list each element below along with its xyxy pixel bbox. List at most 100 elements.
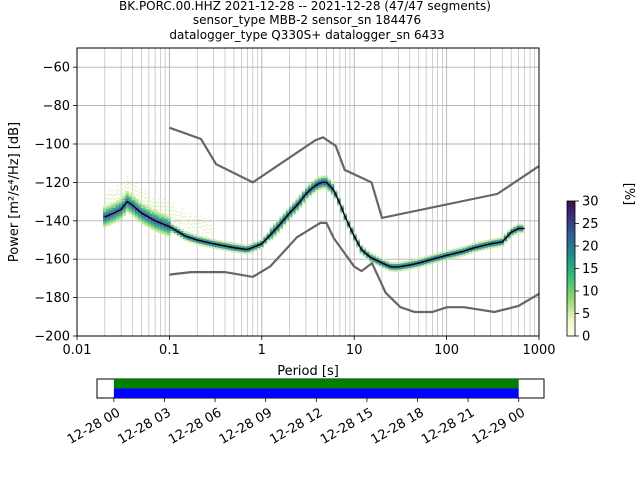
psd-density-cell <box>423 263 428 266</box>
psd-density-cell <box>154 216 158 219</box>
psd-density-cell <box>157 213 162 216</box>
psd-density-cell <box>202 242 207 245</box>
psd-density-cell <box>168 220 171 222</box>
psd-density-cell <box>138 199 141 201</box>
psd-density-cell <box>192 240 197 243</box>
psd-density-cell <box>340 210 344 213</box>
psd-density-cell <box>244 244 248 247</box>
psd-density-cell <box>507 231 511 234</box>
psd-density-cell <box>144 218 149 221</box>
psd-density-cell <box>212 231 215 233</box>
psd-density-cell <box>128 197 133 200</box>
psd-density-cell <box>153 195 156 197</box>
psd-density-cell <box>103 199 106 201</box>
psd-density-cell <box>129 180 132 182</box>
psd-density-cell <box>129 188 132 190</box>
psd-density-cell <box>167 217 171 220</box>
psd-density-cell <box>292 209 296 212</box>
psd-density-cell <box>137 197 140 200</box>
psd-density-cell <box>503 235 508 238</box>
psd-density-cell <box>481 248 486 251</box>
psd-density-cell <box>144 216 149 219</box>
psd-density-cell <box>330 182 335 185</box>
date-tick-label: 12-28 21 <box>419 405 477 447</box>
psd-density-cell <box>497 237 502 240</box>
psd-density-cell <box>276 227 280 230</box>
psd-density-cell <box>417 258 421 261</box>
psd-density-cell <box>404 268 409 271</box>
psd-density-cell <box>212 224 215 226</box>
psd-density-cell <box>163 220 168 223</box>
psd-density-cell <box>333 197 338 200</box>
psd-density-cell <box>208 240 213 243</box>
psd-density-cell <box>439 259 444 262</box>
psd-density-cell <box>321 185 325 188</box>
psd-density-cell <box>181 220 184 222</box>
psd-density-cell <box>250 242 255 245</box>
psd-density-cell <box>183 215 186 217</box>
psd-density-cell <box>137 194 140 196</box>
psd-density-cell <box>228 243 232 246</box>
psd-density-cell <box>282 222 287 225</box>
psd-density-cell <box>133 196 136 198</box>
psd-density-cell <box>218 240 223 243</box>
psd-density-cell <box>155 201 158 203</box>
date-tick-label: 12-28 00 <box>65 405 123 447</box>
mode-line <box>104 181 525 268</box>
psd-density-cell <box>141 215 146 218</box>
psd-density-cell <box>160 224 165 227</box>
psd-density-cell <box>289 205 293 208</box>
psd-density-cell <box>131 195 136 198</box>
psd-density-cell <box>112 213 117 216</box>
psd-density-cell <box>330 185 335 188</box>
psd-density-cell <box>256 240 261 243</box>
psd-density-cell <box>122 188 125 190</box>
psd-density-cell <box>109 215 114 218</box>
psd-density-cell <box>333 191 338 194</box>
psd-density-cell <box>337 202 341 205</box>
x-tick-label: 1 <box>258 343 266 358</box>
psd-density-cell <box>372 256 376 259</box>
date-tick-label: 12-28 06 <box>166 405 224 447</box>
psd-density-cell <box>174 217 177 219</box>
psd-density-cell <box>151 210 155 213</box>
psd-density-cell <box>250 244 255 247</box>
psd-density-cell <box>458 249 463 252</box>
psd-density-cell <box>131 214 136 217</box>
date-tick-label: 12-29 00 <box>470 405 528 447</box>
psd-density-cell <box>192 226 195 228</box>
psd-density-cell <box>131 203 136 206</box>
psd-density-cell <box>436 258 441 261</box>
psd-density-cell <box>292 213 296 216</box>
psd-density-cell <box>109 206 112 208</box>
psd-density-cell <box>167 233 171 236</box>
psd-density-cell <box>181 216 184 218</box>
psd-density-cell <box>321 175 325 178</box>
psd-density-cell <box>119 210 123 213</box>
psd-density-cell <box>346 226 351 229</box>
psd-density-cell <box>112 221 117 224</box>
psd-density-cell <box>183 238 187 241</box>
psd-density-cell <box>199 241 203 244</box>
psd-density-cell <box>365 257 370 260</box>
psd-density-cell <box>135 211 139 214</box>
psd-density-cell <box>185 220 188 222</box>
psd-density-cell <box>189 240 194 243</box>
psd-density-cell <box>125 184 128 186</box>
psd-density-cell <box>135 198 139 201</box>
psd-density-cell <box>449 255 453 258</box>
psd-density-cell <box>107 197 110 199</box>
psd-density-cell <box>112 207 117 210</box>
psd-density-cell <box>118 201 121 203</box>
psd-density-cell <box>125 187 128 190</box>
psd-density-cell <box>105 198 108 200</box>
psd-density-cell <box>173 227 178 230</box>
psd-density-cell <box>301 190 306 193</box>
psd-density-cell <box>190 220 193 222</box>
psd-density-cell <box>410 259 415 262</box>
psd-density-cell <box>135 190 138 192</box>
psd-density-cell <box>128 204 133 207</box>
psd-density-cell <box>263 243 267 246</box>
psd-density-cell <box>109 202 112 204</box>
psd-density-cell <box>115 208 120 211</box>
